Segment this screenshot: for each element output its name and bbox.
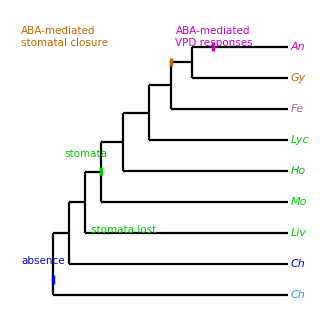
Text: Ch: Ch: [291, 259, 305, 269]
Text: Ch: Ch: [291, 290, 305, 300]
Text: stomata: stomata: [64, 149, 107, 159]
Text: ABA-mediated
VPD responses: ABA-mediated VPD responses: [174, 27, 252, 48]
Text: An: An: [291, 42, 305, 52]
Text: absence: absence: [21, 256, 65, 266]
Text: stomata lost: stomata lost: [91, 225, 156, 235]
Text: Mo: Mo: [291, 197, 307, 207]
Text: Fe: Fe: [291, 104, 304, 114]
Text: ABA-mediated
stomatal closure: ABA-mediated stomatal closure: [21, 27, 108, 48]
Text: Gy: Gy: [291, 73, 306, 83]
Text: Lyc: Lyc: [291, 135, 309, 145]
Text: Ho: Ho: [291, 166, 306, 176]
Text: Liv: Liv: [291, 228, 307, 238]
